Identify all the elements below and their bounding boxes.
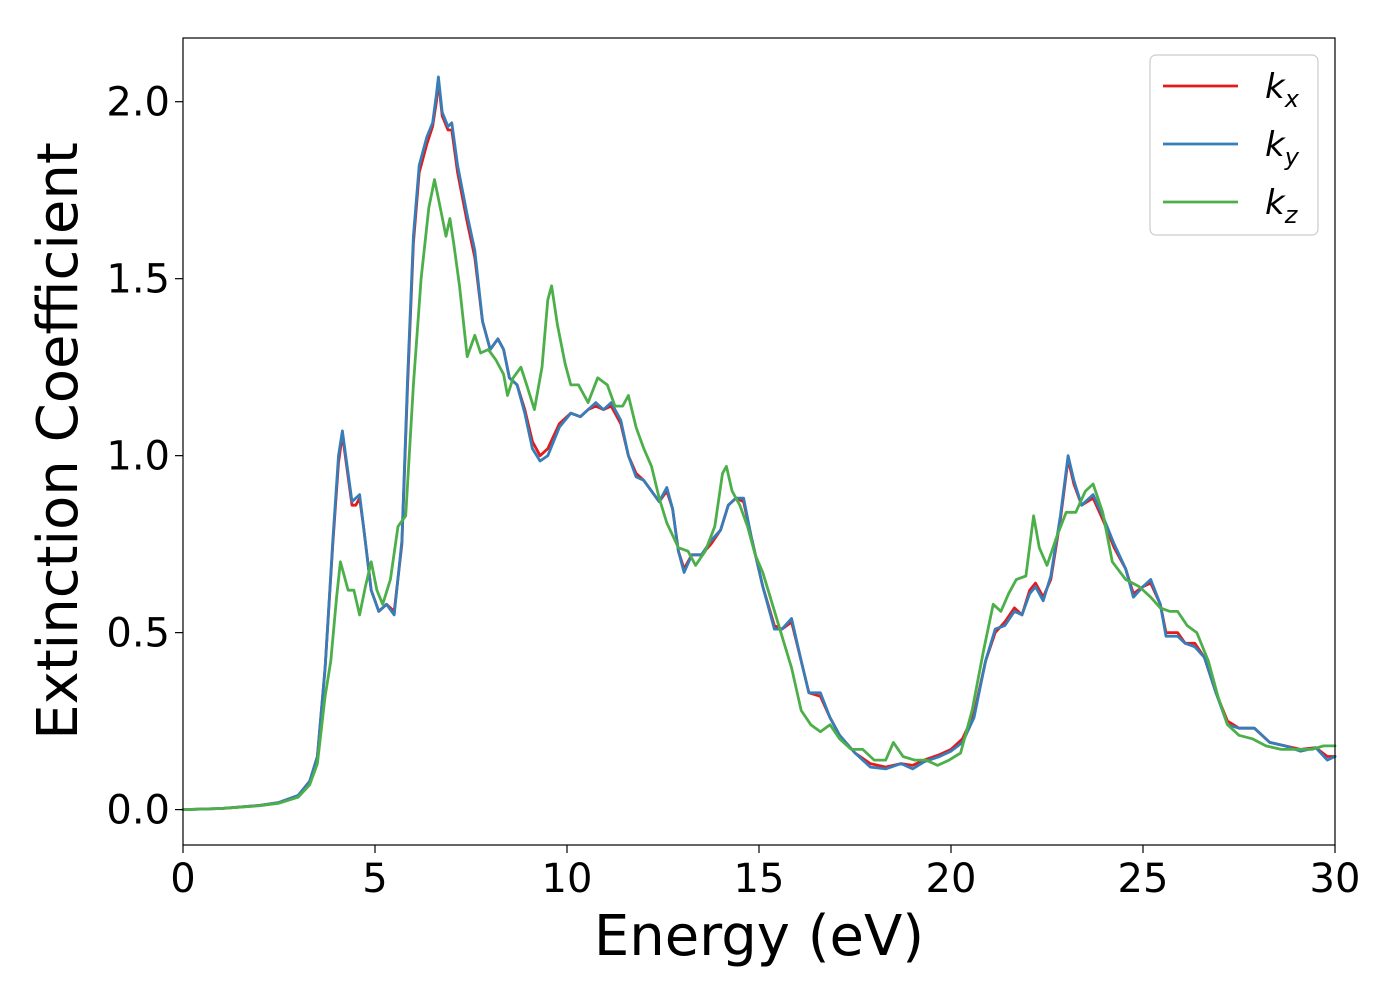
series-line-z — [181, 178, 1337, 811]
x-tick-label: 25 — [1118, 856, 1169, 902]
y-axis-label: Extinction Coefficient — [26, 142, 91, 740]
y-tick-label: 0.5 — [106, 611, 170, 657]
x-tick-label: 30 — [1310, 856, 1361, 902]
legend-label-base: k — [1265, 67, 1286, 107]
x-tick-label: 10 — [542, 856, 593, 902]
x-tick-label: 15 — [734, 856, 785, 902]
x-tick-label: 5 — [362, 856, 387, 902]
y-tick-label: 1.0 — [106, 434, 170, 480]
x-tick-label: 0 — [170, 856, 195, 902]
x-axis-ticks: 0 5 10 15 20 25 30 — [170, 845, 1360, 902]
y-tick-label: 1.5 — [106, 257, 170, 303]
y-tick-label: 2.0 — [106, 80, 170, 126]
y-axis-ticks: 0.0 0.5 1.0 1.5 2.0 — [106, 80, 183, 834]
legend-label-subscript: x — [1284, 85, 1300, 113]
series-line-y — [181, 75, 1337, 811]
legend-label-subscript: z — [1284, 201, 1299, 229]
legend-label-base: k — [1265, 125, 1286, 165]
x-axis-label: Energy (eV) — [594, 904, 924, 969]
y-tick-label: 0.0 — [106, 788, 170, 834]
legend-label-z: kz — [1265, 183, 1299, 229]
x-tick-label: 20 — [926, 856, 977, 902]
plot-lines — [181, 75, 1337, 811]
legend-label-subscript: y — [1284, 143, 1300, 171]
legend-label-y: ky — [1265, 125, 1300, 171]
legend-label-base: k — [1265, 183, 1286, 223]
legend-label-x: kx — [1265, 67, 1300, 113]
